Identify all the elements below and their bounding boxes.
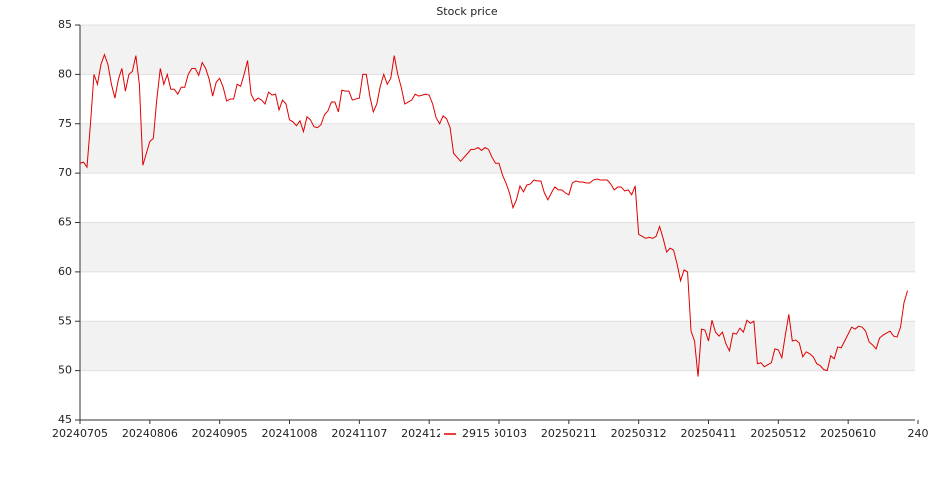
- y-tick-label: 80: [58, 67, 72, 80]
- x-tick-label: 20241107: [331, 427, 387, 440]
- band: [80, 25, 915, 75]
- y-tick-label: 55: [58, 314, 72, 327]
- x-tick-label: 240: [908, 427, 929, 440]
- x-tick-label: 20250610: [820, 427, 876, 440]
- x-tick-label: 20240806: [122, 427, 178, 440]
- legend-label: 2915: [462, 427, 490, 440]
- x-tick-label: 20240905: [192, 427, 248, 440]
- y-tick-label: 85: [58, 18, 72, 31]
- y-tick-label: 60: [58, 265, 72, 278]
- y-tick-label: 75: [58, 117, 72, 130]
- y-tick-label: 65: [58, 216, 72, 229]
- x-tick-label: 20250312: [611, 427, 667, 440]
- chart-title: Stock price: [436, 5, 498, 18]
- y-tick-label: 50: [58, 364, 72, 377]
- x-tick-label: 20241008: [262, 427, 318, 440]
- y-tick-label: 70: [58, 166, 72, 179]
- band: [80, 123, 915, 174]
- x-tick-label: 20250512: [750, 427, 806, 440]
- legend-box: [440, 425, 495, 443]
- band: [80, 321, 915, 371]
- x-tick-label: 20240705: [52, 427, 108, 440]
- y-tick-label: 45: [58, 413, 72, 426]
- x-tick-label: 20250411: [681, 427, 737, 440]
- band: [80, 222, 915, 272]
- x-tick-label: 20250211: [541, 427, 597, 440]
- line: [79, 53, 908, 377]
